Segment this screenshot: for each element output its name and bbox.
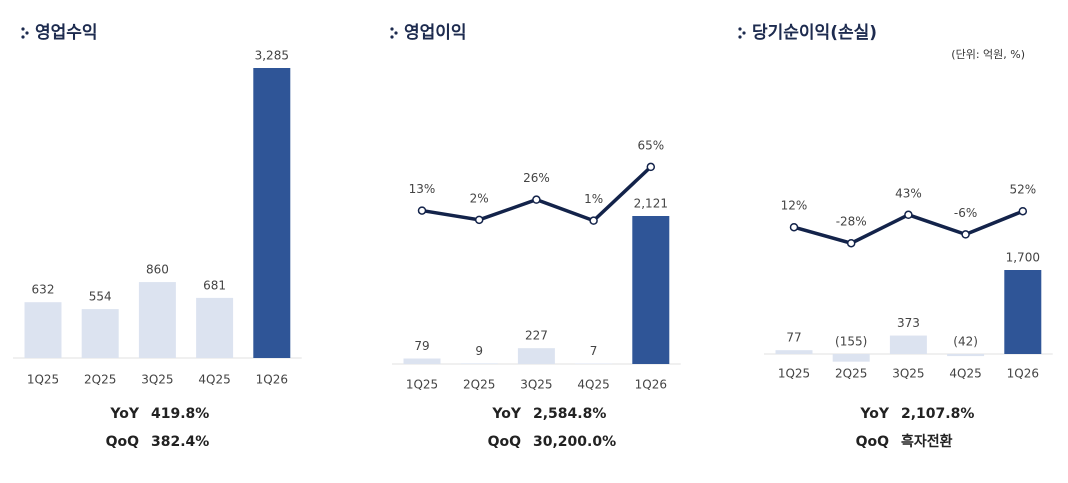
stat-label: YoY — [109, 406, 139, 422]
bar — [461, 363, 498, 364]
bar-label: 7 — [590, 344, 598, 358]
bar — [253, 68, 290, 358]
x-tick-label: 1Q26 — [256, 373, 288, 387]
line-label: 43% — [895, 186, 922, 200]
line-point — [1019, 208, 1026, 215]
stat-value: 419.8% — [151, 406, 209, 422]
title-icon — [21, 27, 24, 30]
line-point — [533, 196, 540, 203]
title-icon — [394, 31, 397, 34]
bar — [833, 354, 870, 362]
stat-label: YoY — [491, 406, 521, 422]
chart-title: 영업수익 — [35, 23, 98, 43]
stat-value: 2,584.8% — [533, 406, 606, 422]
title-icon — [742, 31, 745, 34]
line-point — [647, 163, 654, 170]
line-label: -28% — [836, 215, 867, 229]
bar-label: 681 — [203, 278, 226, 292]
bar-label: 227 — [525, 329, 548, 343]
x-tick-label: 3Q25 — [141, 373, 173, 387]
x-tick-label: 2Q25 — [84, 373, 116, 387]
line-label: 13% — [409, 182, 436, 196]
stat-label: YoY — [859, 406, 889, 422]
line-point — [962, 231, 969, 238]
x-tick-label: 2Q25 — [463, 378, 495, 392]
bar-label: 373 — [897, 316, 920, 330]
line-label: 12% — [781, 199, 808, 213]
bar-label: (42) — [953, 335, 978, 349]
x-tick-label: 1Q26 — [635, 378, 667, 392]
unit-note: (단위: 억원, %) — [951, 48, 1025, 61]
bar — [82, 309, 119, 358]
title-icon — [738, 27, 741, 30]
stat-label: QoQ — [856, 434, 890, 450]
bar-label: 9 — [475, 344, 483, 358]
title-icon — [21, 35, 24, 38]
line-label: 26% — [523, 171, 550, 185]
stat-label: QoQ — [106, 434, 140, 450]
line-point — [791, 224, 798, 231]
line-label: 65% — [637, 138, 664, 152]
bar — [518, 348, 555, 364]
bar — [404, 358, 441, 364]
line-point — [905, 211, 912, 218]
title-icon — [390, 35, 393, 38]
bar-label: 3,285 — [255, 49, 289, 63]
line-point — [848, 240, 855, 247]
bar-label: 2,121 — [634, 197, 668, 211]
line-label: 52% — [1009, 183, 1036, 197]
bar-label: 77 — [786, 331, 801, 345]
x-tick-label: 2Q25 — [835, 367, 867, 381]
x-tick-label: 4Q25 — [577, 378, 609, 392]
bar-label: 632 — [32, 283, 55, 297]
bar-label: (155) — [835, 335, 867, 349]
x-tick-label: 1Q25 — [406, 378, 438, 392]
chart-title: 영업이익 — [404, 23, 467, 43]
chart-title: 당기순이익(손실) — [752, 23, 877, 43]
stat-value: 30,200.0% — [533, 434, 616, 450]
x-tick-label: 3Q25 — [892, 367, 924, 381]
x-tick-label: 1Q25 — [27, 373, 59, 387]
line-point — [590, 217, 597, 224]
line-label: 1% — [584, 192, 603, 206]
title-icon — [738, 35, 741, 38]
bar — [196, 298, 233, 358]
line-point — [476, 216, 483, 223]
bar-label: 554 — [89, 290, 112, 304]
x-tick-label: 3Q25 — [520, 378, 552, 392]
x-tick-label: 1Q26 — [1007, 367, 1039, 381]
stat-value: 2,107.8% — [901, 406, 974, 422]
bar — [25, 302, 62, 358]
bar — [139, 282, 176, 358]
line-label: 2% — [470, 191, 489, 205]
line-point — [419, 207, 426, 214]
bar — [776, 350, 813, 354]
x-tick-label: 1Q25 — [778, 367, 810, 381]
bar — [1004, 270, 1041, 354]
bar — [947, 354, 984, 356]
stat-value: 382.4% — [151, 434, 209, 450]
x-tick-label: 4Q25 — [949, 367, 981, 381]
stat-value: 흑자전환 — [901, 433, 953, 450]
bar-label: 1,700 — [1006, 251, 1040, 265]
bar — [890, 336, 927, 354]
line-label: -6% — [954, 206, 977, 220]
title-icon — [390, 27, 393, 30]
x-tick-label: 4Q25 — [198, 373, 230, 387]
stat-label: QoQ — [488, 434, 522, 450]
bar-label: 860 — [146, 263, 169, 277]
bar — [632, 216, 669, 364]
title-icon — [25, 31, 28, 34]
bar-label: 79 — [414, 339, 429, 353]
